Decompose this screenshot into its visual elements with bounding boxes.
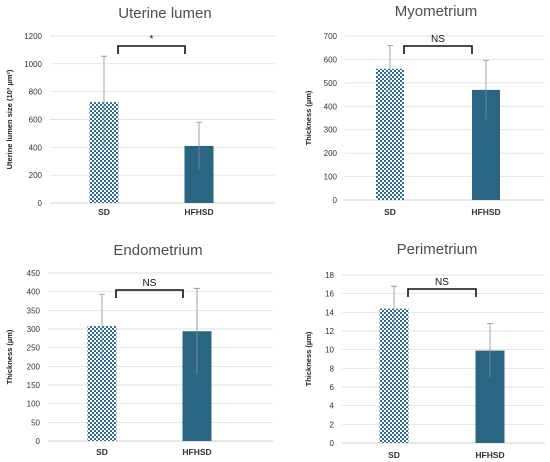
endometrium-y-tick-label: 300 [27, 325, 41, 334]
endometrium-error-bar-hfhsd [194, 287, 200, 375]
endometrium-y-tick-label: 250 [27, 344, 41, 353]
myometrium-y-tick-label: 200 [324, 149, 338, 158]
myometrium-significance-label: NS [431, 34, 445, 45]
endometrium-significance-label: NS [143, 278, 157, 289]
perimetrium-category-label-hfhsd: HFHSD [475, 450, 504, 460]
perimetrium-y-tick-label: 10 [325, 346, 334, 355]
endometrium-category-label-sd: SD [96, 447, 108, 457]
myometrium-y-tick-label: 400 [324, 102, 338, 111]
uterine-lumen-y-tick-label: 800 [29, 88, 43, 97]
myometrium-y-tick-label: 500 [324, 79, 338, 88]
perimetrium-error-bar-sd [391, 285, 397, 331]
endometrium-significance-bracket [115, 289, 184, 298]
perimetrium-significance-label: NS [435, 277, 449, 288]
uterine-lumen-category-label-sd: SD [98, 207, 110, 217]
myometrium-significance-bracket [403, 45, 473, 54]
uterine-lumen-error-bar-hfhsd [196, 121, 202, 170]
perimetrium-category-label-sd: SD [388, 450, 400, 460]
chart-perimetrium: Perimetrium 0 2 4 6 8 10 12 14 16 18 Thickness (µm)… [304, 241, 545, 460]
myometrium-error-bar-hfhsd [483, 60, 489, 120]
perimetrium-y-tick-label: 14 [325, 308, 334, 317]
chart-endometrium: Endometrium 0 50 100 150 200 250 300 350 400 450 Th… [5, 242, 273, 457]
myometrium-y-tick-label: 300 [324, 126, 338, 135]
perimetrium-error-bar-hfhsd [487, 323, 493, 378]
uterine-lumen-y-tick-label: 1000 [24, 60, 42, 69]
uterine-lumen-y-tick-label: 200 [29, 171, 43, 180]
endometrium-title: Endometrium [113, 242, 202, 259]
perimetrium-y-tick-label: 2 [330, 420, 335, 429]
myometrium-y-tick-label: 700 [324, 32, 338, 41]
endometrium-y-tick-label: 50 [31, 418, 40, 427]
myometrium-category-label-sd: SD [384, 207, 396, 217]
endometrium-y-tick-label: 100 [27, 400, 41, 409]
endometrium-y-tick-label: 450 [27, 269, 41, 278]
chart-myometrium: Myometrium 0 100 200 300 400 500 600 700 Thicknes… [304, 3, 545, 217]
uterine-lumen-significance-bracket [117, 45, 186, 54]
perimetrium-y-tick-label: 16 [325, 290, 334, 299]
perimetrium-y-tick-label: 8 [330, 364, 335, 373]
uterine-lumen-y-tick-label: 400 [29, 143, 43, 152]
endometrium-error-bar-sd [99, 293, 105, 358]
uterine-lumen-category-label-hfhsd: HFHSD [184, 207, 213, 217]
endometrium-category-label-hfhsd: HFHSD [182, 447, 211, 457]
endometrium-y-tick-label: 0 [36, 437, 41, 446]
uterine-lumen-y-axis-label: Uterine lumen size (10³ µm²) [5, 69, 14, 169]
myometrium-y-tick-label: 0 [333, 196, 338, 205]
chart-uterine-lumen: Uterine lumen 0 200 400 600 800 1000 1200 Uterin… [5, 5, 275, 217]
uterine-lumen-error-bar-sd [101, 55, 107, 149]
perimetrium-significance-bracket [407, 288, 477, 297]
perimetrium-y-axis-label: Thickness (µm) [304, 331, 313, 386]
perimetrium-y-tick-label: 6 [330, 383, 335, 392]
uterine-lumen-y-tick-label: 600 [29, 116, 43, 125]
endometrium-y-tick-label: 350 [27, 306, 41, 315]
perimetrium-y-tick-label: 18 [325, 271, 334, 280]
myometrium-category-label-hfhsd: HFHSD [471, 207, 500, 217]
myometrium-error-bar-sd [387, 44, 393, 93]
perimetrium-y-tick-label: 0 [330, 439, 335, 448]
perimetrium-title: Perimetrium [397, 241, 478, 258]
uterine-lumen-significance-label: * [150, 34, 154, 45]
myometrium-title: Myometrium [395, 3, 478, 20]
uterine-lumen-y-tick-label: 0 [38, 199, 43, 208]
perimetrium-y-tick-label: 4 [330, 402, 335, 411]
endometrium-y-axis-label: Thickness (µm) [5, 329, 14, 384]
perimetrium-y-tick-label: 12 [325, 327, 334, 336]
uterine-lumen-y-tick-label: 1200 [24, 32, 42, 41]
myometrium-y-tick-label: 100 [324, 173, 338, 182]
endometrium-y-tick-label: 150 [27, 381, 41, 390]
endometrium-y-tick-label: 400 [27, 288, 41, 297]
myometrium-y-axis-label: Thickness (µm) [304, 90, 313, 145]
myometrium-y-tick-label: 600 [324, 55, 338, 64]
endometrium-y-tick-label: 200 [27, 362, 41, 371]
uterine-lumen-title: Uterine lumen [118, 5, 211, 22]
